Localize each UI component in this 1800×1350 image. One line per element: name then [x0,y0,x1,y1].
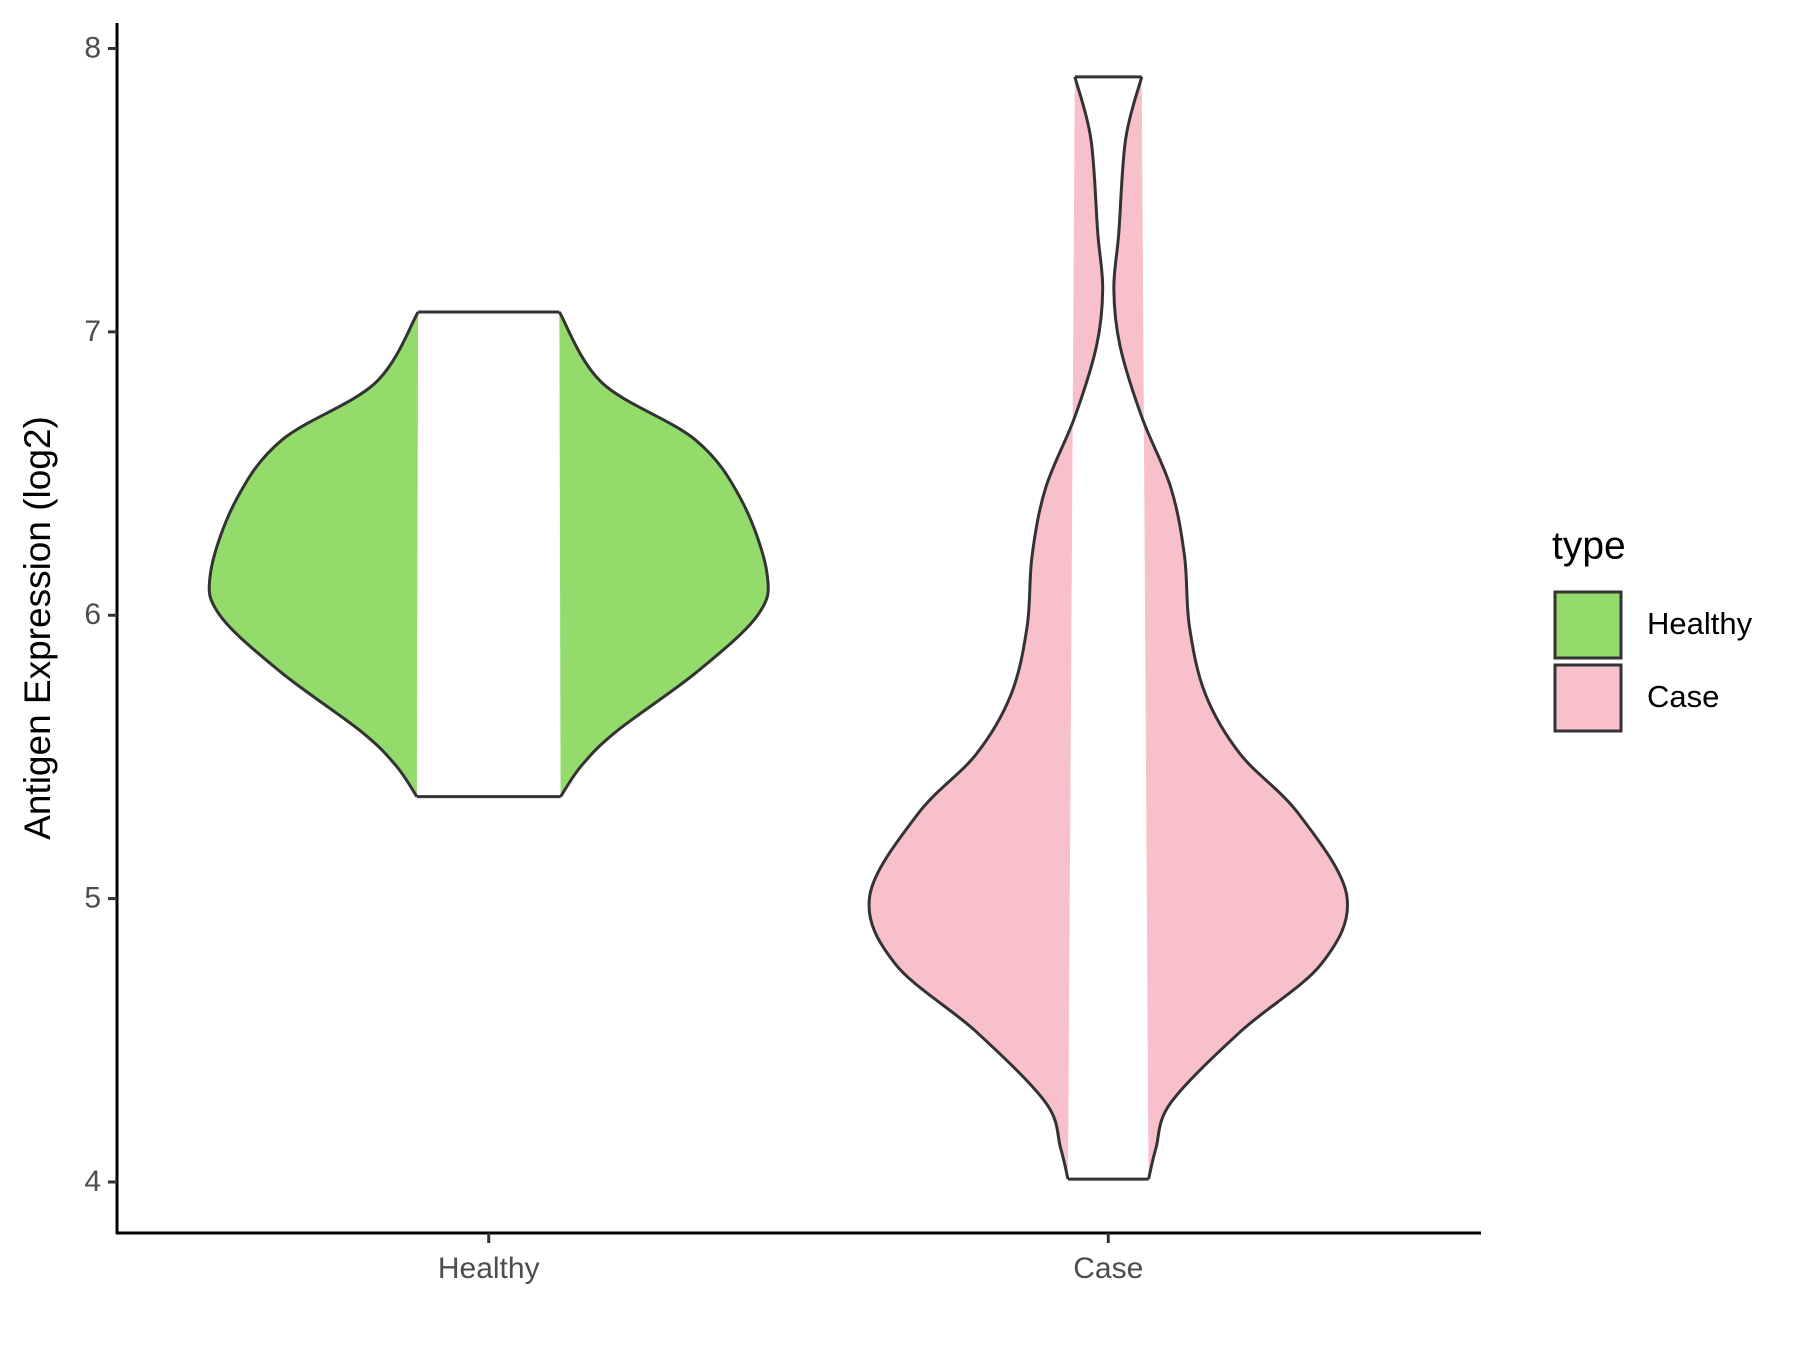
y-tick-label: 6 [84,598,101,631]
violin-half [207,311,420,798]
violin-half [867,76,1105,1180]
y-tick-label: 7 [84,315,101,348]
legend-label: Healthy [1647,606,1753,641]
violin-half [1112,76,1350,1180]
x-tick-label: Case [1073,1252,1143,1285]
legend-label: Case [1647,679,1719,714]
x-tick-label: Healthy [438,1252,540,1285]
legend-title: type [1552,524,1626,567]
y-axis-title: Antigen Expression (log2) [17,416,58,840]
legend-key [1553,590,1623,660]
y-tick-label: 8 [84,31,101,64]
violin-half [558,311,770,798]
legend-key [1553,663,1623,733]
y-tick-label: 4 [84,1165,101,1198]
y-tick-label: 5 [84,882,101,915]
